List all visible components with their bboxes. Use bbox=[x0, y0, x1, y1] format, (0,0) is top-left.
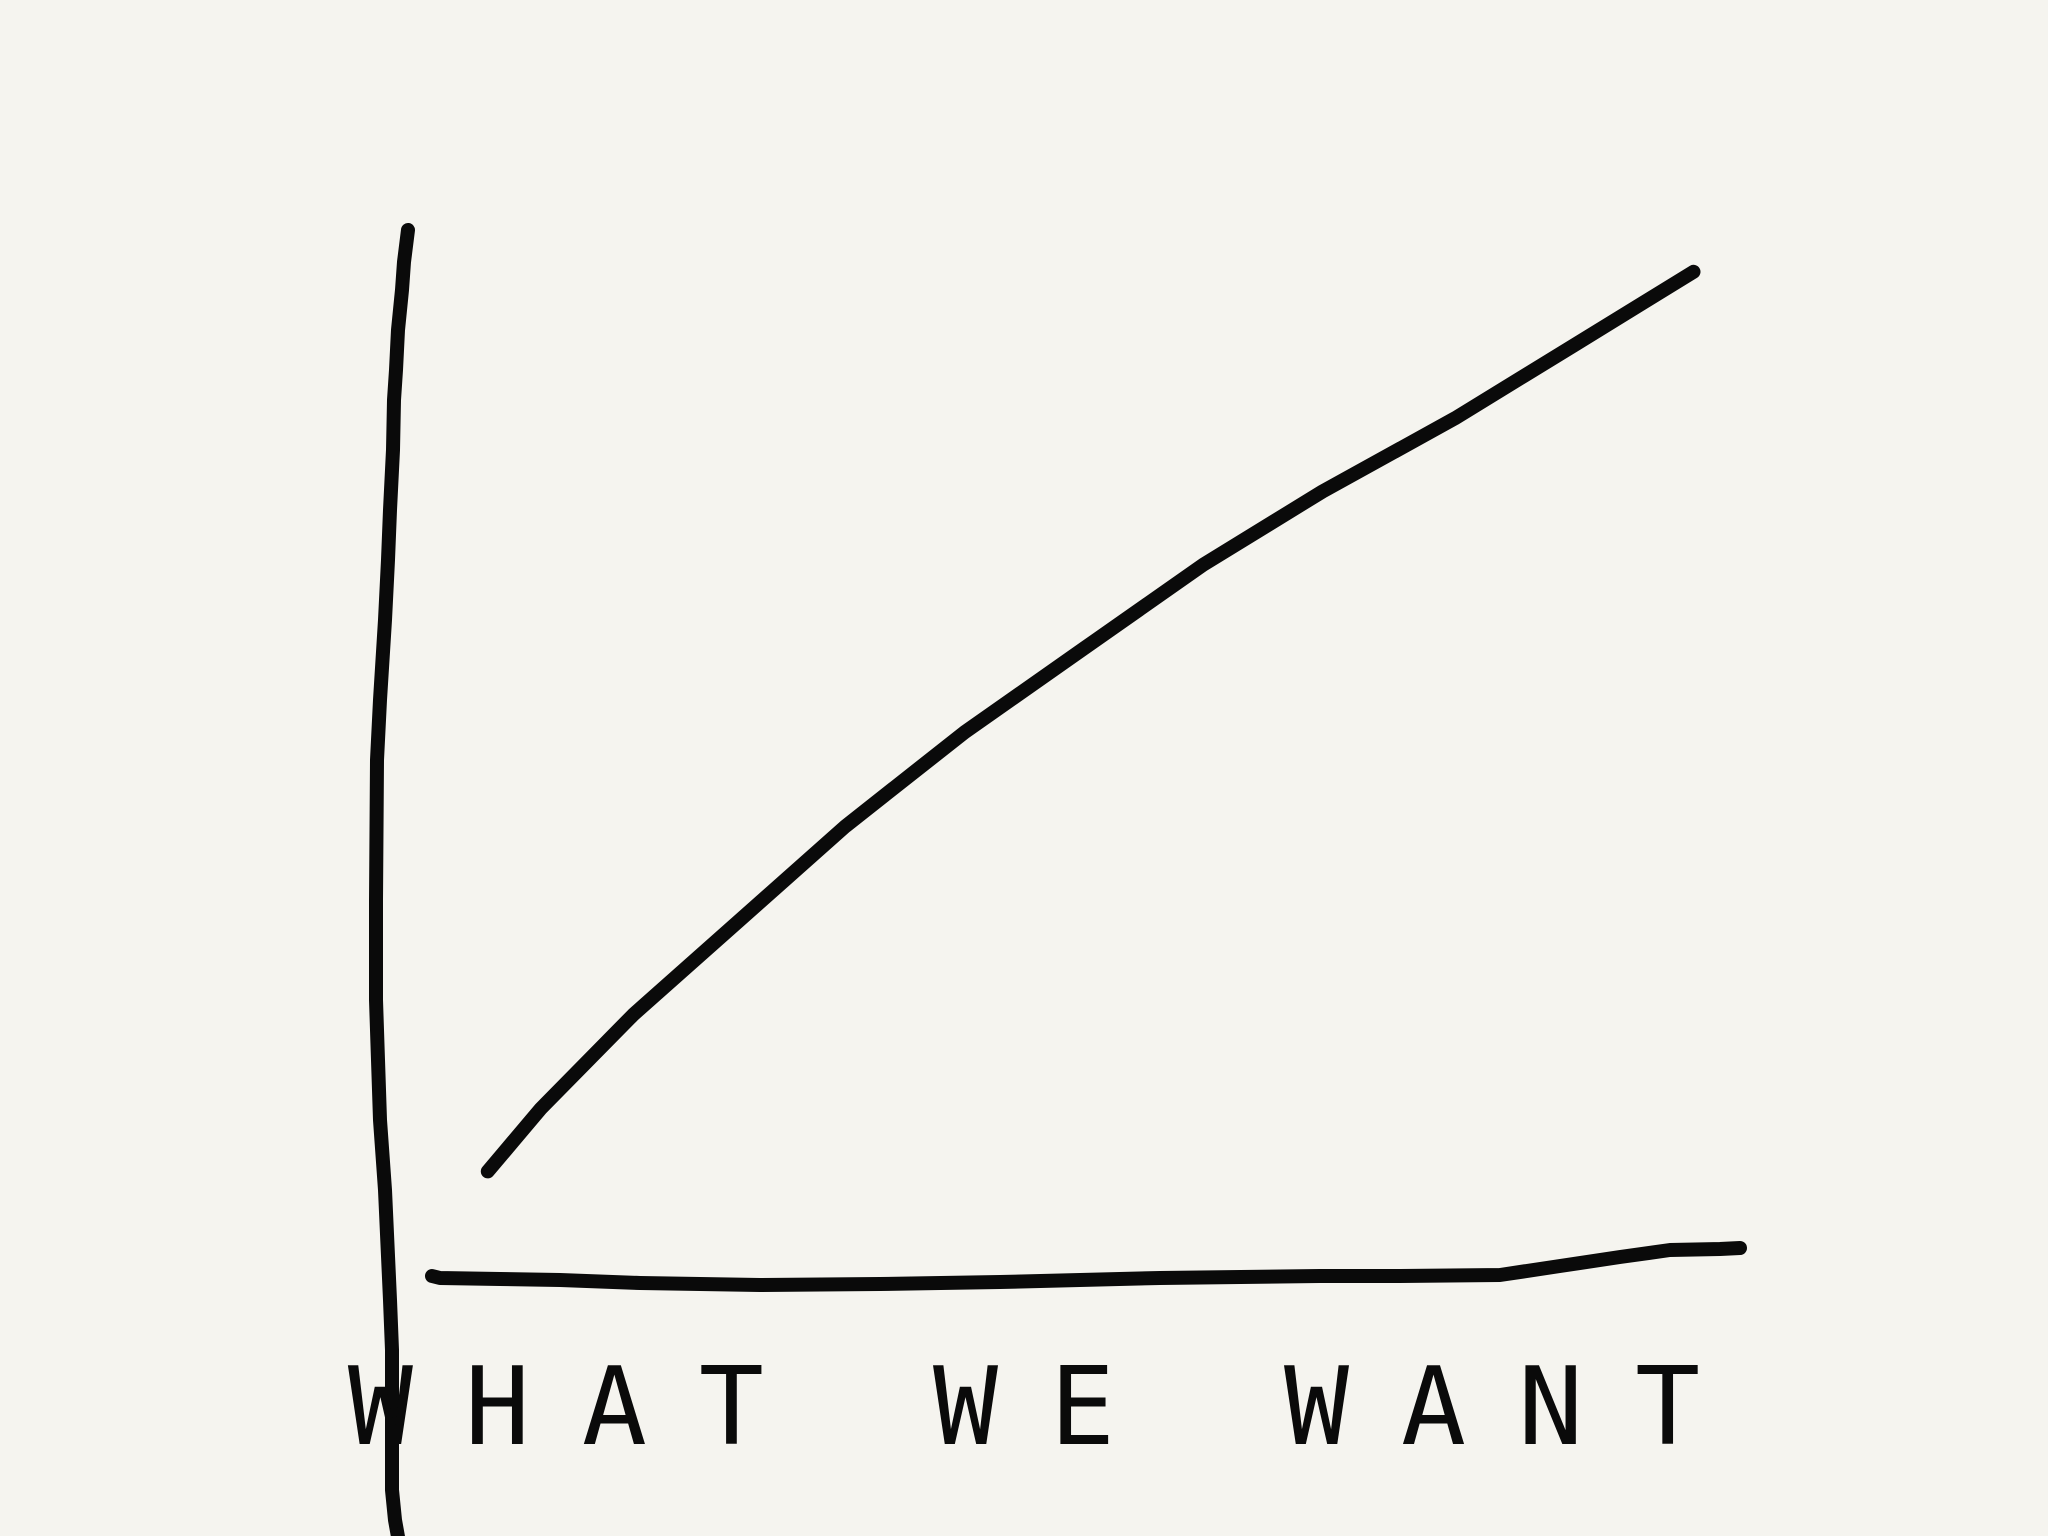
series-layer bbox=[480, 264, 1701, 1179]
series-line-1 bbox=[480, 264, 1701, 1179]
chart-title: WHAT WE WANT bbox=[347, 1345, 1753, 1470]
y-axis bbox=[369, 223, 415, 1536]
x-axis bbox=[425, 1241, 1747, 1292]
